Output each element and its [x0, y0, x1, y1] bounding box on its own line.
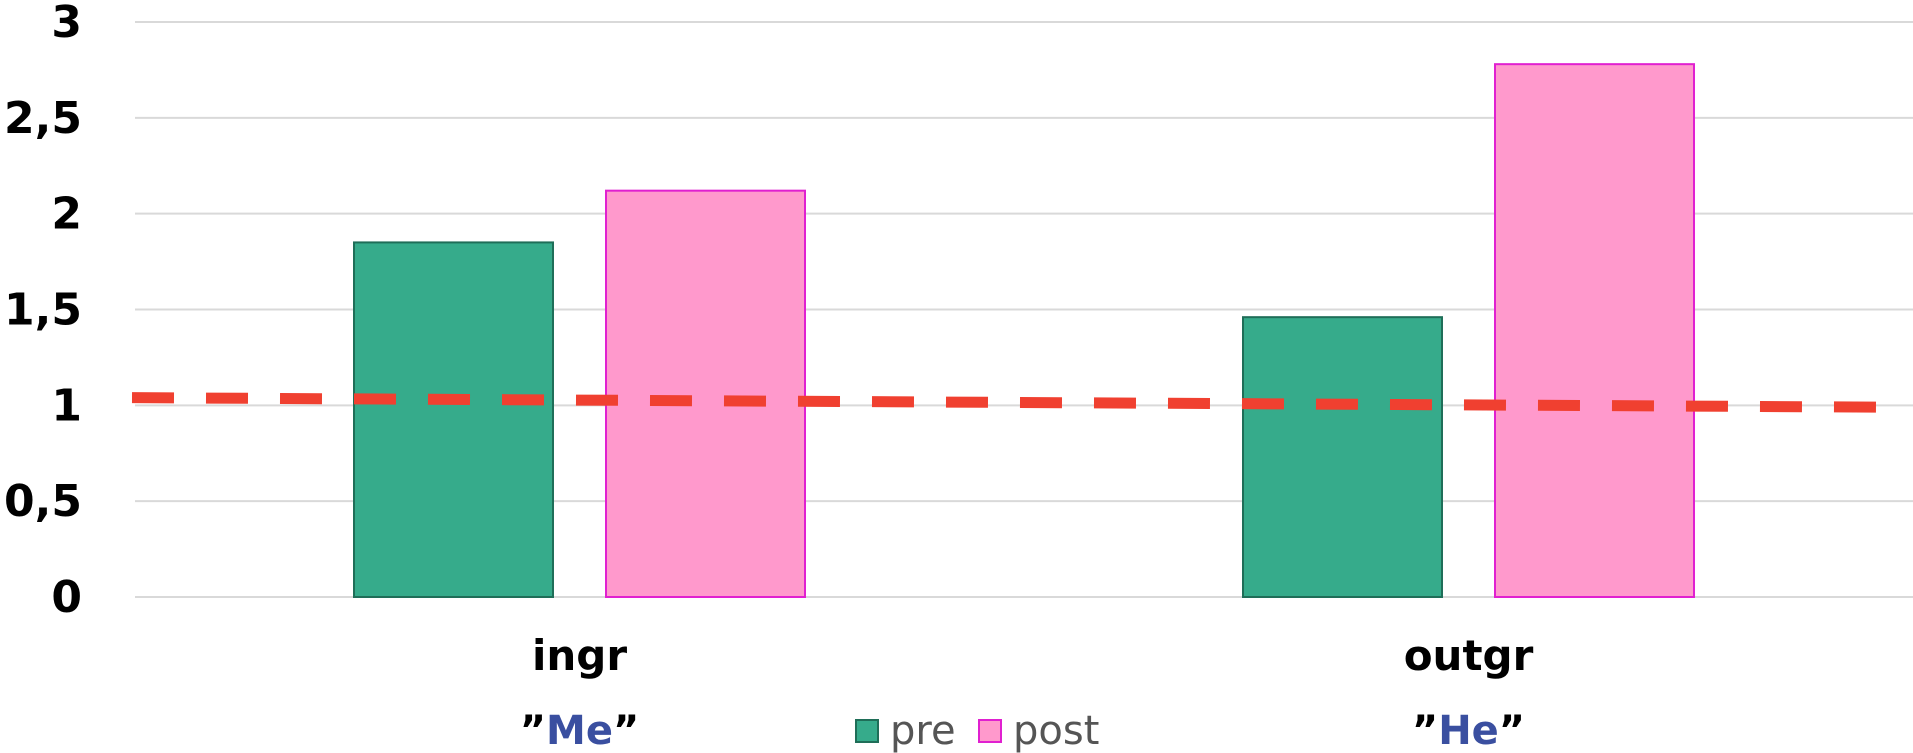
bar-post-outgr — [1494, 63, 1695, 598]
y-tick-label: 0 — [51, 572, 82, 623]
sublabel-word: Me — [546, 708, 613, 753]
y-tick-label: 2 — [51, 189, 82, 240]
y-tick-label: 1,5 — [4, 285, 82, 336]
y-tick-label: 3 — [51, 0, 82, 48]
legend-label-post: post — [1013, 708, 1099, 753]
y-axis-ticks: 0 0,5 1 1,5 2 2,5 3 — [4, 0, 82, 623]
legend-label-pre: pre — [890, 708, 956, 753]
bar-post-ingr — [605, 189, 806, 599]
y-tick-label: 0,5 — [4, 476, 82, 527]
y-tick-label: 1 — [51, 380, 82, 431]
x-category-label: outgr — [1404, 631, 1534, 680]
bar-pre-ingr — [353, 241, 554, 599]
bar-pre-outgr — [1242, 316, 1443, 598]
sublabel-word: He — [1438, 708, 1499, 753]
sublabel-quote-open: ” — [520, 708, 546, 753]
x-category-sublabel: ”He” — [1412, 708, 1525, 753]
x-category-label: ingr — [532, 631, 627, 680]
y-tick-label: 2,5 — [4, 93, 82, 144]
legend-swatch-pre — [855, 719, 879, 743]
sublabel-quote-open: ” — [1412, 708, 1438, 753]
x-axis-labels: ingr”Me”outgr”He” — [520, 631, 1534, 753]
legend-swatch-post — [978, 719, 1002, 743]
sublabel-quote-close: ” — [1499, 708, 1525, 753]
bars — [353, 63, 1695, 599]
sublabel-quote-close: ” — [613, 708, 639, 753]
legend: pre post — [855, 708, 1099, 753]
x-category-sublabel: ”Me” — [520, 708, 640, 753]
